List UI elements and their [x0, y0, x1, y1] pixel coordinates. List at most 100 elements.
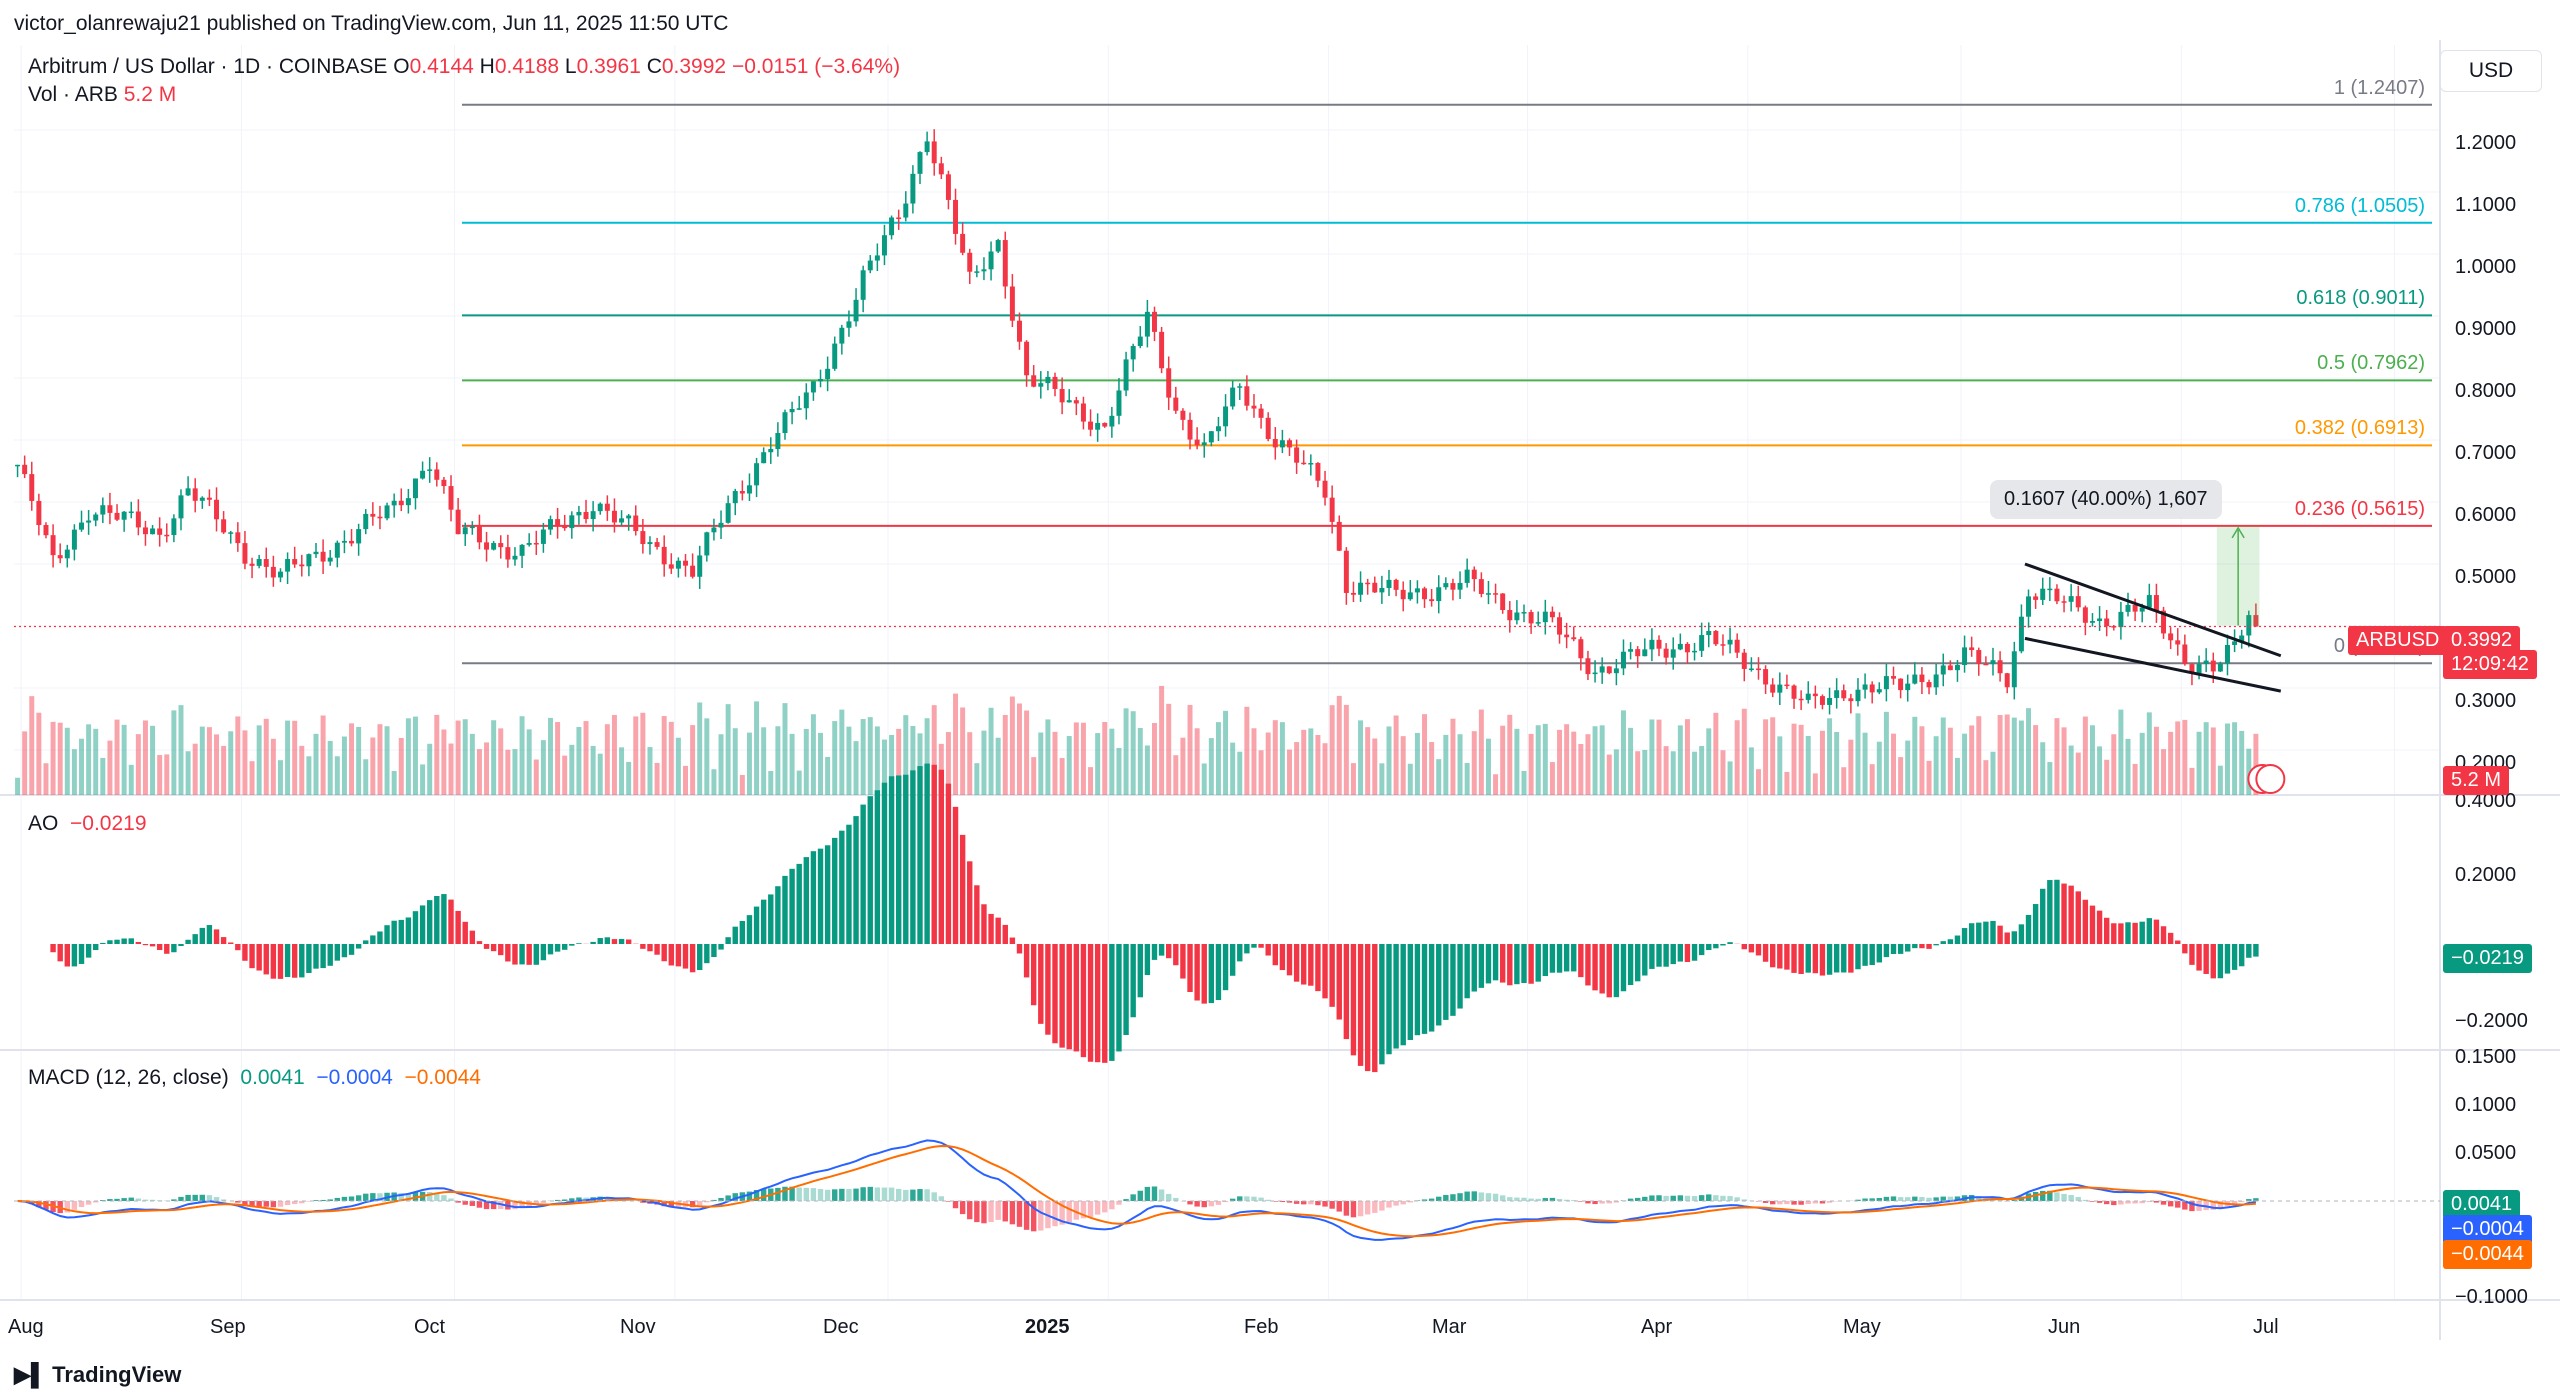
macd-histogram-bar — [746, 1191, 753, 1201]
macd-histogram-bar — [2175, 1201, 2181, 1208]
macd-histogram-bar — [1009, 1201, 1016, 1225]
volume-bar — [1500, 725, 1506, 795]
volume-legend[interactable]: Vol · ARB 5.2 M — [28, 83, 177, 106]
macd-histogram-bar — [782, 1186, 788, 1201]
volume-bar — [334, 756, 340, 795]
ao-bar — [1421, 944, 1428, 1034]
volume-badge: 5.2 M — [2443, 766, 2510, 795]
candle-body — [1670, 649, 1676, 658]
macd-histogram-bar — [213, 1197, 220, 1201]
volume-bar — [1969, 725, 1975, 795]
candle-body — [1038, 383, 1044, 387]
candle-body — [391, 500, 397, 506]
tradingview-logo[interactable]: ▶▌ TradingView — [14, 1362, 181, 1388]
ao-bar — [128, 938, 134, 944]
volume-bar — [1166, 703, 1172, 795]
ao-bar — [178, 944, 184, 947]
ao-legend[interactable]: AO −0.0219 — [28, 812, 147, 835]
volume-bar — [164, 754, 170, 795]
ao-bar — [1237, 944, 1243, 962]
volume-bar — [29, 696, 35, 795]
ao-bar — [1848, 944, 1854, 973]
ao-bar — [1279, 944, 1286, 971]
candle-body — [1827, 697, 1833, 705]
macd-histogram-bar — [1173, 1197, 1179, 1201]
macd-histogram-bar — [249, 1201, 255, 1207]
macd-histogram-bar — [490, 1201, 497, 1210]
candle-body — [796, 408, 802, 410]
candle-body — [1450, 583, 1456, 590]
volume-bar — [469, 733, 475, 795]
volume-bar — [704, 718, 710, 795]
macd-histogram-bar — [1549, 1197, 1556, 1201]
ao-bar — [1642, 944, 1648, 976]
ao-bar — [2231, 944, 2238, 970]
ao-bar — [1336, 944, 1342, 1020]
volume-bar — [242, 730, 248, 795]
ao-bar — [1755, 944, 1762, 956]
ao-bar — [199, 927, 206, 944]
candle-body — [1628, 649, 1634, 652]
volume-bar — [1095, 733, 1101, 795]
candle-body — [1834, 690, 1840, 698]
candle-body — [420, 470, 426, 479]
ao-bar — [1606, 944, 1612, 998]
candle-body — [1287, 440, 1292, 448]
candle-body — [1272, 439, 1278, 448]
candle-body — [1571, 637, 1577, 640]
candle-body — [1024, 341, 1030, 376]
ao-bar — [2032, 904, 2039, 944]
volume-bar — [2217, 765, 2223, 795]
volume-bar — [1038, 732, 1044, 795]
macd-histogram-bar — [1677, 1195, 1684, 1201]
macd-histogram-bar — [327, 1199, 333, 1201]
macd-histogram-bar — [355, 1195, 362, 1201]
volume-bar — [1294, 742, 1300, 795]
volume-bar — [1549, 762, 1555, 795]
candle-body — [1422, 588, 1428, 600]
volume-bar — [1265, 732, 1271, 795]
candle-body — [1805, 693, 1811, 700]
macd-legend[interactable]: MACD (12, 26, close) 0.0041 −0.0004 −0.0… — [28, 1066, 481, 1089]
currency-button[interactable]: USD — [2440, 50, 2542, 92]
ao-bar — [1947, 939, 1954, 944]
ao-bar — [1329, 944, 1335, 1007]
volume-bar — [1422, 714, 1428, 795]
symbol-title[interactable]: Arbitrum / US Dollar · 1D · COINBASE — [28, 55, 388, 78]
candle-body — [2175, 640, 2181, 645]
candle-body — [533, 542, 539, 545]
candle-body — [739, 491, 745, 494]
macd-histogram-bar — [149, 1199, 156, 1201]
ao-bar — [2103, 917, 2110, 944]
macd-histogram-bar — [1876, 1198, 1882, 1201]
macd-histogram-bar — [1926, 1197, 1932, 1201]
candle-body — [654, 542, 660, 547]
volume-bar — [675, 737, 681, 795]
volume-bar — [633, 716, 639, 795]
candle-body — [1763, 669, 1769, 685]
macd-histogram-bar — [1265, 1199, 1271, 1201]
macd-histogram-bar — [1237, 1196, 1243, 1201]
volume-bar — [761, 727, 767, 795]
macd-histogram-bar — [363, 1193, 369, 1201]
macd-histogram-bar — [967, 1201, 973, 1220]
candle-body — [384, 505, 390, 519]
tradingview-logo-icon: ▶▌ — [14, 1362, 47, 1387]
candle-body — [476, 526, 482, 543]
candle-body — [732, 491, 738, 504]
volume-bar — [1329, 705, 1335, 795]
candle-body — [1926, 682, 1932, 688]
macd-histogram-bar — [2054, 1192, 2060, 1201]
macd-histogram-bar — [1563, 1199, 1570, 1201]
volume-bar — [1734, 720, 1740, 795]
macd-histogram-bar — [1684, 1195, 1691, 1201]
ao-bar — [917, 766, 923, 944]
candle-body — [2082, 607, 2088, 623]
candle-body — [1322, 480, 1328, 498]
candle-body — [370, 513, 376, 517]
candle-body — [619, 518, 625, 523]
volume-bar — [1812, 773, 1818, 795]
candle-body — [1343, 550, 1349, 593]
macd-histogram-bar — [1123, 1199, 1129, 1201]
